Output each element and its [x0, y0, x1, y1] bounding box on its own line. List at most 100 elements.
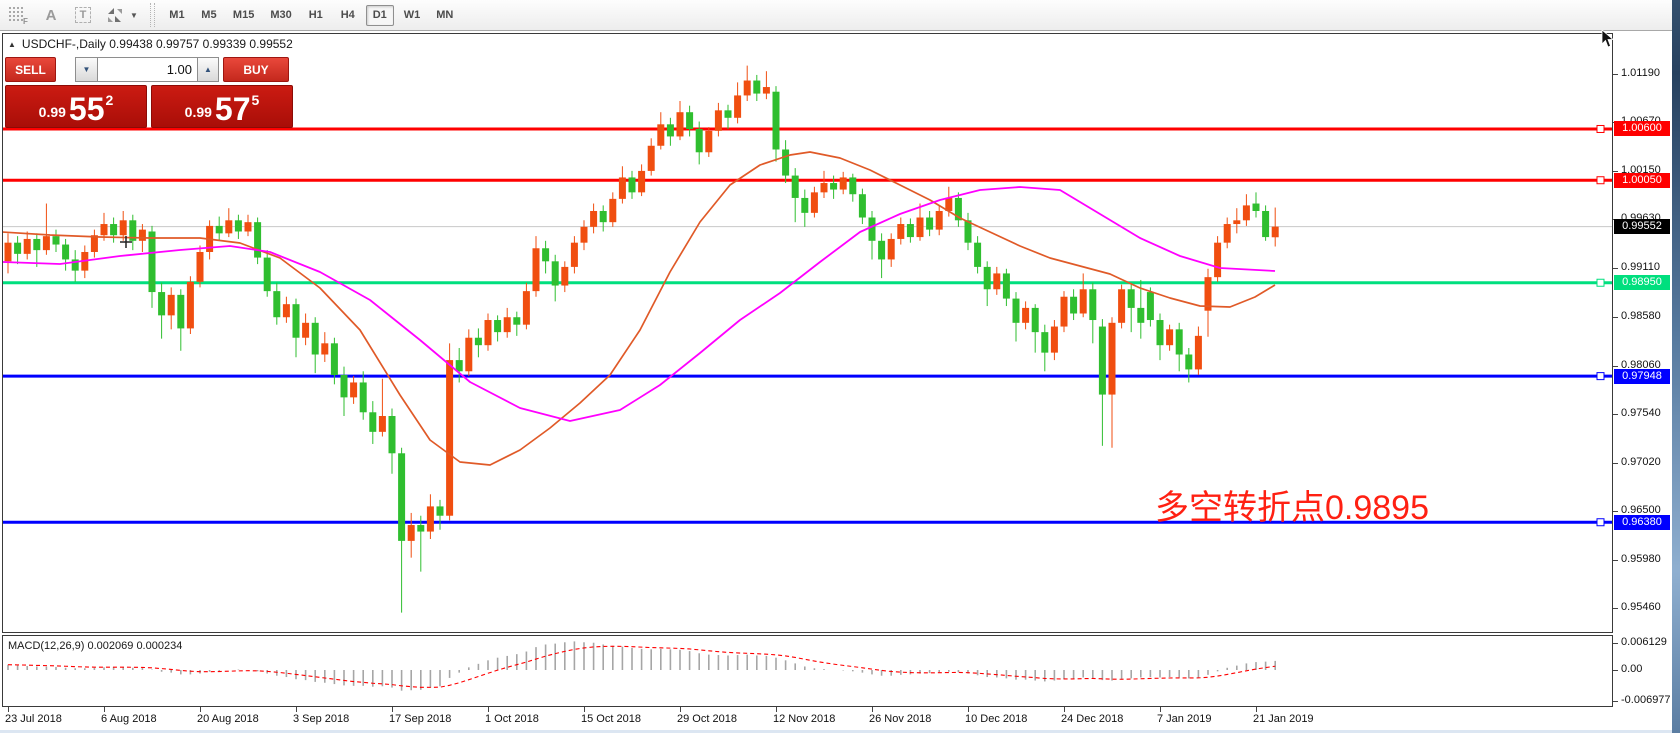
- candle-body: [119, 220, 127, 236]
- candle-body: [782, 149, 790, 176]
- candle-body: [945, 197, 953, 211]
- candle-body: [71, 259, 79, 271]
- arrows-tool-icon[interactable]: [102, 3, 128, 27]
- candle-body: [225, 220, 233, 234]
- text-box-icon[interactable]: T: [70, 3, 96, 27]
- bottom-strip: [0, 730, 1672, 733]
- date-label: 23 Jul 2018: [5, 713, 62, 725]
- volume-up-button[interactable]: ▲: [197, 57, 219, 82]
- candle-body: [215, 225, 223, 234]
- sell-button[interactable]: SELL: [5, 57, 56, 82]
- chart-title: ▲ USDCHF-,Daily 0.99438 0.99757 0.99339 …: [8, 37, 293, 51]
- date-label: 1 Oct 2018: [485, 713, 539, 725]
- candle-body: [1022, 307, 1030, 323]
- candle-body: [292, 304, 300, 338]
- hline-handle[interactable]: [1596, 278, 1605, 287]
- candle-body: [62, 244, 70, 260]
- price-tick-label: 0.96500: [1621, 504, 1661, 517]
- collapse-triangle-icon[interactable]: ▲: [8, 39, 16, 49]
- hline-handle[interactable]: [1596, 518, 1605, 527]
- date-tick-mark: [104, 707, 105, 712]
- sell-price-panel[interactable]: 0.99 55 2: [5, 85, 147, 128]
- timeframe-button-m1[interactable]: M1: [169, 9, 185, 21]
- date-label: 24 Dec 2018: [1061, 713, 1124, 725]
- candle-body: [369, 412, 377, 432]
- mouse-cursor-icon: [1601, 30, 1615, 48]
- timeframe-button-w1[interactable]: W1: [403, 9, 421, 21]
- main-chart-pane[interactable]: [1, 33, 1613, 633]
- candlestick-chart[interactable]: [1, 34, 1612, 632]
- timeframe-button-m15[interactable]: M15: [232, 9, 255, 21]
- candle-body: [388, 416, 396, 454]
- date-axis[interactable]: 23 Jul 2018 6 Aug 2018 20 Aug 2018 3 Sep 20…: [2, 707, 1613, 730]
- price-tick-label: 0.98580: [1621, 310, 1661, 323]
- candle-body: [830, 183, 838, 190]
- candle-body: [14, 242, 22, 254]
- candle-body: [177, 294, 185, 329]
- candle-body: [657, 124, 665, 146]
- timeframe-buttons: M1 M5 M15 M30 H1 H4 D1 W1 MN: [161, 4, 461, 26]
- macd-pane[interactable]: [2, 635, 1613, 707]
- candle-body: [810, 192, 818, 213]
- candle-body: [100, 224, 108, 236]
- candle-body: [302, 322, 310, 338]
- sell-price-sup: 2: [105, 92, 114, 108]
- toolbar-separator: [149, 3, 155, 27]
- candle-body: [1146, 292, 1154, 321]
- macd-tick-label: 0.00: [1621, 663, 1643, 675]
- candle-body: [935, 210, 943, 230]
- candle-body: [1271, 226, 1279, 238]
- candle-body: [849, 177, 857, 195]
- candle-body: [609, 198, 617, 223]
- candle-body: [858, 194, 866, 218]
- volume-input[interactable]: [97, 57, 197, 82]
- macd-chart[interactable]: [3, 636, 1612, 706]
- candle-body: [407, 525, 415, 541]
- text-label-icon[interactable]: A: [45, 6, 57, 24]
- date-tick-mark: [872, 707, 873, 712]
- buy-price-big: 57: [214, 91, 251, 127]
- sell-price-big: 55: [68, 91, 105, 127]
- timeframe-button-mn[interactable]: MN: [436, 9, 454, 21]
- candle-body: [839, 177, 847, 190]
- candle-body: [436, 506, 444, 516]
- trade-panel-row1: SELL ▼ ▲ BUY: [5, 57, 289, 82]
- timeframe-button-d1[interactable]: D1: [365, 4, 394, 26]
- macd-name: MACD(12,26,9): [8, 640, 85, 652]
- price-tick-label: 0.99110: [1621, 260, 1660, 273]
- candle-body: [820, 183, 828, 193]
- candle-body: [340, 375, 348, 398]
- candle-body: [618, 177, 626, 199]
- timeframe-button-m5[interactable]: M5: [201, 9, 217, 21]
- candle-body: [522, 291, 530, 325]
- hline-handle[interactable]: [1596, 176, 1605, 185]
- buy-price-sup: 5: [251, 92, 260, 108]
- candle-body: [446, 360, 454, 516]
- candle-body: [1050, 326, 1058, 353]
- svg-text:F: F: [23, 17, 28, 24]
- hline-price-label: 0.98950: [1614, 275, 1670, 291]
- timeframe-button-h1[interactable]: H1: [308, 9, 323, 21]
- candle-body: [1204, 277, 1212, 311]
- hline-handle[interactable]: [1596, 372, 1605, 381]
- macd-main-value: 0.002069: [87, 640, 134, 652]
- price-tick-mark: [1613, 607, 1618, 609]
- price-axis[interactable]: 1.011901.006701.001500.996300.991100.985…: [1613, 33, 1672, 730]
- price-tick-mark: [1613, 414, 1618, 416]
- date-label: 12 Nov 2018: [773, 713, 836, 725]
- volume-down-button[interactable]: ▼: [75, 57, 97, 82]
- timeframe-button-m30[interactable]: M30: [270, 9, 292, 21]
- candle-body: [1166, 329, 1174, 346]
- fibo-lines-icon[interactable]: F: [6, 3, 32, 27]
- candle-body: [4, 242, 12, 262]
- date-label: 20 Aug 2018: [197, 713, 259, 725]
- dropdown-caret-icon[interactable]: ▼: [130, 10, 138, 20]
- candle-body: [350, 382, 358, 398]
- buy-button[interactable]: BUY: [223, 57, 289, 82]
- date-tick-mark: [1256, 707, 1257, 712]
- timeframe-button-h4[interactable]: H4: [340, 9, 355, 21]
- hline-handle[interactable]: [1596, 124, 1605, 133]
- candle-body: [1175, 329, 1183, 355]
- buy-price-panel[interactable]: 0.99 57 5: [151, 85, 293, 128]
- candle-body: [1214, 242, 1222, 278]
